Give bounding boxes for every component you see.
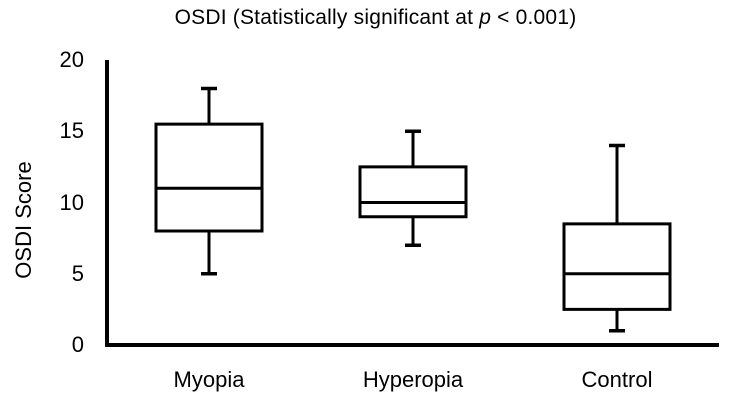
control-box xyxy=(562,222,672,311)
myopia-box xyxy=(154,122,264,233)
y-tick-label-0: 0 xyxy=(71,332,84,357)
chart-title: OSDI (Statistically significant at p < 0… xyxy=(9,6,733,30)
x-category-label-control: Control xyxy=(581,367,653,392)
axis-lines xyxy=(105,60,719,347)
chart-title-prefix: OSDI (Statistically significant at xyxy=(174,6,480,29)
x-category-label-hyperopia: Hyperopia xyxy=(362,367,464,392)
y-tick-label-20: 20 xyxy=(59,47,84,72)
y-tick-label-10: 10 xyxy=(59,189,84,215)
y-tick-label-15: 15 xyxy=(59,118,84,144)
chart-title-p-symbol: p xyxy=(479,6,492,29)
chart-title-suffix: < 0.001) xyxy=(491,6,577,29)
x-category-label-myopia: Myopia xyxy=(173,367,245,392)
hyperopia-box xyxy=(358,165,468,219)
y-tick-label-5: 5 xyxy=(71,260,84,286)
